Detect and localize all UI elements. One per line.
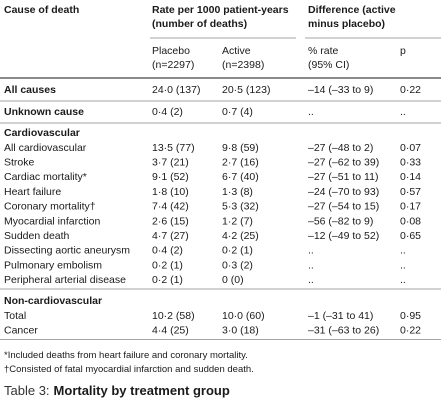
cell: 4·4 (25) — [152, 324, 189, 336]
cell: .. — [400, 274, 406, 286]
cell: .. — [308, 274, 314, 286]
header-rate: (number of deaths) — [152, 18, 247, 30]
cell: 4·2 (25) — [222, 230, 259, 242]
cell: 0·17 — [400, 201, 421, 213]
cell: 0·2 (1) — [152, 274, 183, 286]
cell: .. — [308, 245, 314, 257]
cell: 4·7 (27) — [152, 230, 189, 242]
subheader: p — [400, 45, 406, 57]
row-label: Pulmonary embolism — [4, 259, 102, 271]
cell: 0·65 — [400, 230, 421, 242]
cell: .. — [400, 106, 406, 118]
cell: .. — [308, 259, 314, 271]
header-difference: Difference (active — [308, 4, 396, 16]
cell: 0·3 (2) — [222, 259, 253, 271]
header-rate: Rate per 1000 patient-years — [152, 4, 289, 16]
cell: 0·14 — [400, 171, 421, 183]
row-label: Cardiac mortality* — [4, 171, 87, 183]
row-label: Stroke — [4, 156, 35, 168]
footnote: *Included deaths from heart failure and … — [4, 350, 248, 361]
caption-title: Mortality by treatment group — [54, 383, 230, 398]
cell: 0·95 — [400, 310, 421, 322]
cell: 20·5 (123) — [222, 84, 270, 96]
cell: –56 (–82 to 9) — [308, 215, 373, 227]
cell: 2·7 (16) — [222, 156, 259, 168]
cell: –12 (–49 to 52) — [308, 230, 379, 242]
row-label: Coronary mortality† — [4, 201, 96, 213]
cell: 10·0 (60) — [222, 310, 265, 322]
header-cause: Cause of death — [4, 4, 79, 16]
cell: 0·2 (1) — [152, 259, 183, 271]
cell: –27 (–48 to 2) — [308, 142, 373, 154]
row-label: Unknown cause — [4, 106, 84, 118]
section-heading: Non-cardiovascular — [4, 295, 102, 307]
cell: 1·8 (10) — [152, 186, 189, 198]
row-label: Dissecting aortic aneurysm — [4, 245, 130, 257]
row-label: Myocardial infarction — [4, 215, 100, 227]
cell: 3·0 (18) — [222, 324, 259, 336]
cell: –27 (–62 to 39) — [308, 156, 379, 168]
cell: 0·07 — [400, 142, 421, 154]
cell: 1·2 (7) — [222, 215, 253, 227]
subheader: Active — [222, 45, 251, 57]
cell: 0·57 — [400, 186, 421, 198]
cell: 1·3 (8) — [222, 186, 253, 198]
cell: 0 (0) — [222, 274, 244, 286]
cell: 13·5 (77) — [152, 142, 195, 154]
cell: –27 (–54 to 15) — [308, 201, 379, 213]
section-heading: Cardiovascular — [4, 127, 80, 139]
cell: –14 (–33 to 9) — [308, 84, 373, 96]
cell: –24 (–70 to 93) — [308, 186, 379, 198]
cell: 6·7 (40) — [222, 171, 259, 183]
cell: –31 (–63 to 26) — [308, 324, 379, 336]
subheader: % rate — [308, 45, 339, 57]
cell: 0·4 (2) — [152, 245, 183, 257]
row-label: Peripheral arterial disease — [4, 274, 126, 286]
cell: 0·7 (4) — [222, 106, 253, 118]
cell: 10·2 (58) — [152, 310, 195, 322]
cell: .. — [400, 245, 406, 257]
cell: 0·22 — [400, 84, 421, 96]
cell: 9·1 (52) — [152, 171, 189, 183]
row-label: Cancer — [4, 324, 38, 336]
row-label: Heart failure — [4, 186, 61, 198]
cell: 0·22 — [400, 324, 421, 336]
cell: 0·33 — [400, 156, 421, 168]
subheader: (95% CI) — [308, 59, 349, 71]
cell: 7·4 (42) — [152, 201, 189, 213]
cell: 2·6 (15) — [152, 215, 189, 227]
cell: 0·4 (2) — [152, 106, 183, 118]
cell: .. — [308, 106, 314, 118]
row-label: Total — [4, 310, 26, 322]
cell: 24·0 (137) — [152, 84, 200, 96]
cell: 0·08 — [400, 215, 421, 227]
cell: 9·8 (59) — [222, 142, 259, 154]
cell: 0·2 (1) — [222, 245, 253, 257]
row-label: All cardiovascular — [4, 142, 87, 154]
subheader: (n=2398) — [222, 59, 264, 71]
row-label: All causes — [4, 84, 56, 96]
cell: –27 (–51 to 11) — [308, 171, 378, 183]
cell: .. — [400, 259, 406, 271]
header-difference: minus placebo) — [308, 18, 385, 30]
cell: 5·3 (32) — [222, 201, 259, 213]
row-label: Sudden death — [4, 230, 70, 242]
footnote: †Consisted of fatal myocardial infarctio… — [4, 364, 254, 375]
cell: 3·7 (21) — [152, 156, 189, 168]
subheader: (n=2297) — [152, 59, 194, 71]
subheader: Placebo — [152, 45, 190, 57]
cell: –1 (–31 to 41) — [308, 310, 373, 322]
caption-label: Table 3: — [4, 383, 50, 398]
